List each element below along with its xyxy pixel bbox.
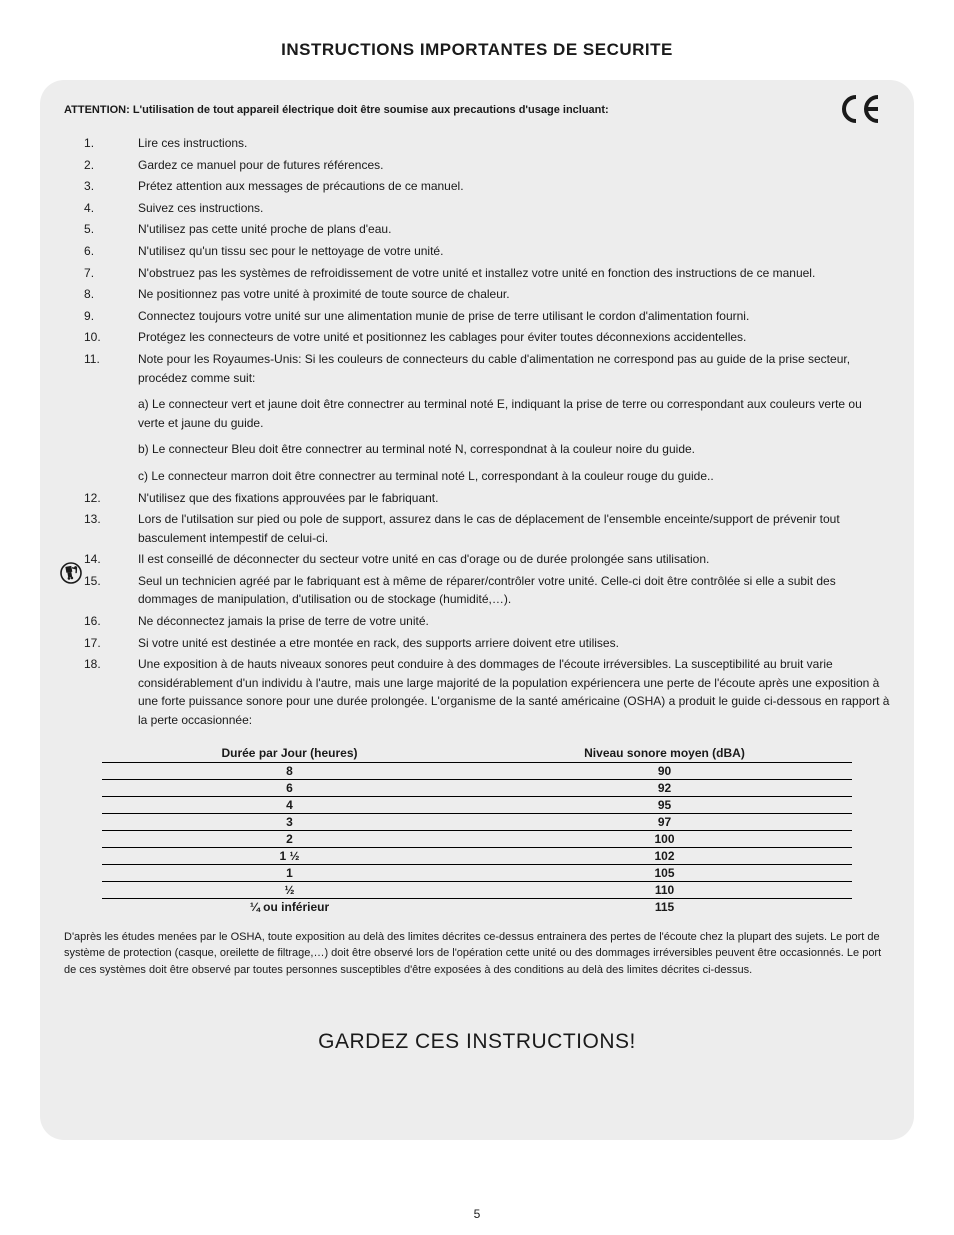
- instruction-text: N'utilisez que des fixations approuvées …: [138, 491, 438, 505]
- instruction-item: Une exposition à de hauts niveaux sonore…: [84, 655, 890, 729]
- instruction-item: Note pour les Royaumes-Unis: Si les coul…: [84, 350, 890, 486]
- exposure-table: Durée par Jour (heures) Niveau sonore mo…: [102, 744, 852, 915]
- table-row: 890: [102, 762, 852, 779]
- instruction-text: Il est conseillé de déconnecter du secte…: [138, 552, 709, 566]
- instruction-text: Ne déconnectez jamais la prise de terre …: [138, 614, 429, 628]
- instruction-item: Lors de l'utilsation sur pied ou pole de…: [84, 510, 890, 547]
- osha-footnote: D'après les études menées par le OSHA, t…: [64, 929, 890, 979]
- cell-duration: 1 ½: [102, 847, 477, 864]
- instruction-item: Seul un technicien agréé par le fabriqua…: [84, 572, 890, 609]
- ce-mark-icon: [840, 94, 884, 129]
- attention-text: ATTENTION: L'utilisation de tout apparei…: [64, 104, 890, 116]
- instruction-text: Ne positionnez pas votre unité à proximi…: [138, 287, 510, 301]
- table-row: 2100: [102, 830, 852, 847]
- document-page: INSTRUCTIONS IMPORTANTES DE SECURITE ATT…: [0, 0, 954, 1235]
- table-row: 1 ½102: [102, 847, 852, 864]
- cell-level: 100: [477, 830, 852, 847]
- instruction-text: Gardez ce manuel pour de futures référen…: [138, 158, 383, 172]
- instruction-text: Protégez les connecteurs de votre unité …: [138, 330, 746, 344]
- instruction-list: Lire ces instructions. Gardez ce manuel …: [64, 134, 890, 730]
- page-number: 5: [0, 1207, 954, 1221]
- subnote: a) Le connecteur vert et jaune doit être…: [138, 395, 890, 432]
- instruction-text: Seul un technicien agréé par le fabriqua…: [138, 574, 836, 607]
- cell-level: 90: [477, 762, 852, 779]
- table-row: 692: [102, 779, 852, 796]
- table-row: 1105: [102, 864, 852, 881]
- cell-level: 97: [477, 813, 852, 830]
- instruction-text: Prétez attention aux messages de précaut…: [138, 179, 464, 193]
- subnote: b) Le connecteur Bleu doit être connectr…: [138, 440, 890, 459]
- cell-level: 95: [477, 796, 852, 813]
- instruction-text: Note pour les Royaumes-Unis: Si les coul…: [138, 352, 850, 385]
- table-header-duration: Durée par Jour (heures): [102, 744, 477, 763]
- safety-panel: ATTENTION: L'utilisation de tout apparei…: [40, 80, 914, 1140]
- instruction-item: Ne positionnez pas votre unité à proximi…: [84, 285, 890, 304]
- cell-duration: 2: [102, 830, 477, 847]
- cell-duration: ¼ ou inférieur: [102, 898, 477, 915]
- instruction-item: Ne déconnectez jamais la prise de terre …: [84, 612, 890, 631]
- instruction-text: Lors de l'utilsation sur pied ou pole de…: [138, 512, 840, 545]
- instruction-text: Une exposition à de hauts niveaux sonore…: [138, 657, 889, 727]
- cell-level: 92: [477, 779, 852, 796]
- instruction-item: Prétez attention aux messages de précaut…: [84, 177, 890, 196]
- cell-duration: ½: [102, 881, 477, 898]
- subnote: c) Le connecteur marron doit être connec…: [138, 467, 890, 486]
- instruction-item: Il est conseillé de déconnecter du secte…: [84, 550, 890, 569]
- table-row: ¼ ou inférieur115: [102, 898, 852, 915]
- instruction-text: Lire ces instructions.: [138, 136, 247, 150]
- instruction-text: N'utilisez qu'un tissu sec pour le netto…: [138, 244, 443, 258]
- cell-duration: 3: [102, 813, 477, 830]
- table-row: 495: [102, 796, 852, 813]
- instruction-item: Suivez ces instructions.: [84, 199, 890, 218]
- instruction-text: N'utilisez pas cette unité proche de pla…: [138, 222, 391, 236]
- page-title: INSTRUCTIONS IMPORTANTES DE SECURITE: [40, 40, 914, 60]
- instruction-item: N'obstruez pas les systèmes de refroidis…: [84, 264, 890, 283]
- instruction-item: Si votre unité est destinée a etre monté…: [84, 634, 890, 653]
- instruction-item: N'utilisez que des fixations approuvées …: [84, 489, 890, 508]
- instruction-item: Lire ces instructions.: [84, 134, 890, 153]
- cell-duration: 8: [102, 762, 477, 779]
- instruction-item: N'utilisez qu'un tissu sec pour le netto…: [84, 242, 890, 261]
- table-header-level: Niveau sonore moyen (dBA): [477, 744, 852, 763]
- instruction-text: Suivez ces instructions.: [138, 201, 263, 215]
- cell-level: 102: [477, 847, 852, 864]
- cell-level: 105: [477, 864, 852, 881]
- instruction-text: N'obstruez pas les systèmes de refroidis…: [138, 266, 815, 280]
- cell-duration: 1: [102, 864, 477, 881]
- table-row: ½110: [102, 881, 852, 898]
- table-row: 397: [102, 813, 852, 830]
- keep-instructions: GARDEZ CES INSTRUCTIONS!: [64, 1030, 890, 1054]
- cell-level: 115: [477, 898, 852, 915]
- instruction-item: N'utilisez pas cette unité proche de pla…: [84, 220, 890, 239]
- instruction-item: Protégez les connecteurs de votre unité …: [84, 328, 890, 347]
- instruction-subnotes: a) Le connecteur vert et jaune doit être…: [138, 395, 890, 485]
- cart-tip-icon: [60, 562, 82, 589]
- instruction-item: Gardez ce manuel pour de futures référen…: [84, 156, 890, 175]
- cell-duration: 4: [102, 796, 477, 813]
- cell-duration: 6: [102, 779, 477, 796]
- instruction-text: Connectez toujours votre unité sur une a…: [138, 309, 749, 323]
- instruction-text: Si votre unité est destinée a etre monté…: [138, 636, 619, 650]
- instruction-item: Connectez toujours votre unité sur une a…: [84, 307, 890, 326]
- cell-level: 110: [477, 881, 852, 898]
